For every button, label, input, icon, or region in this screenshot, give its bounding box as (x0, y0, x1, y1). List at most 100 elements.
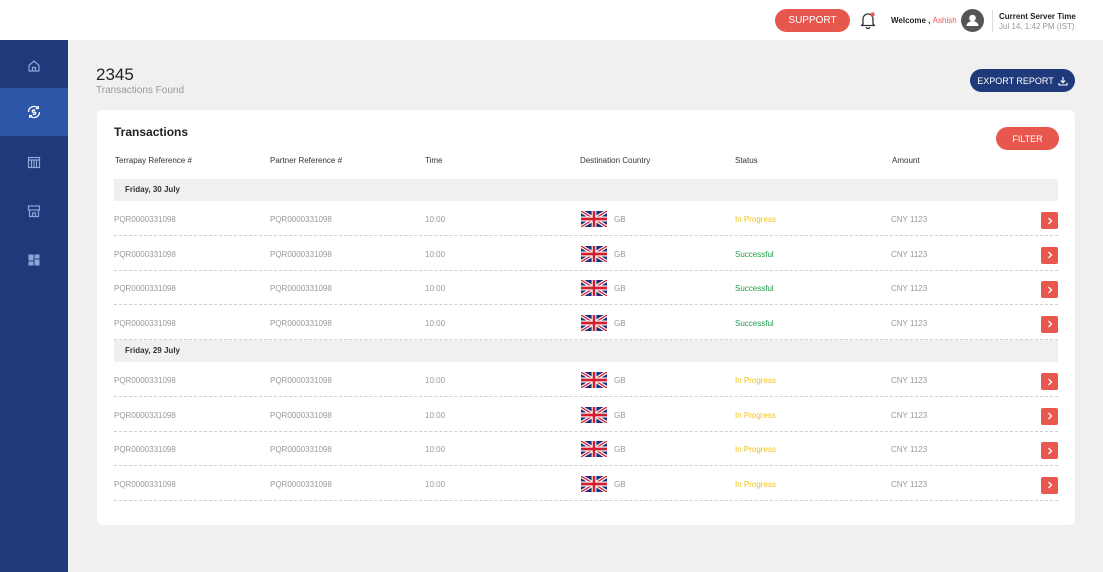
cell-country-code: GB (614, 376, 626, 385)
sidebar-item-transactions[interactable] (0, 88, 68, 136)
uk-flag-icon (581, 372, 607, 388)
dashboard-icon (28, 254, 40, 266)
transactions-card: Transactions FILTER Terrapay Reference #… (97, 110, 1075, 525)
divider (992, 10, 993, 32)
cell-country-code: GB (614, 410, 626, 420)
chevron-right-icon (1047, 447, 1052, 454)
cell-terrapay-ref: PQR0000331098 (114, 215, 176, 224)
status-badge: Successful (735, 284, 774, 293)
user-name: Ashish (932, 16, 957, 25)
uk-flag-icon (581, 211, 607, 227)
top-bar: SUPPORT Welcome , Ashish Current Server … (0, 0, 1103, 40)
column-header-terrapay-ref: Terrapay Reference # (115, 156, 192, 165)
card-title: Transactions (114, 125, 189, 139)
date-group-header: Friday, 30 July (114, 179, 1058, 201)
cell-time: 10:00 (425, 318, 446, 328)
row-details-button[interactable] (1041, 373, 1058, 390)
row-details-button[interactable] (1041, 442, 1058, 459)
chevron-right-icon (1047, 320, 1052, 328)
row-details-button[interactable] (1041, 407, 1058, 425)
cell-amount: CNY 1123 (891, 215, 928, 224)
status-badge: In Progress (735, 376, 776, 385)
support-button[interactable]: SUPPORT (775, 9, 850, 32)
row-details-button[interactable] (1041, 246, 1058, 264)
uk-flag-icon (581, 245, 607, 262)
status-badge: In Progress (735, 445, 776, 454)
cell-time: 10:00 (425, 479, 446, 489)
filter-button[interactable]: FILTER (996, 127, 1059, 150)
server-time-title: Current Server Time (999, 12, 1076, 21)
cell-time: 10:00 (425, 284, 446, 293)
table-row[interactable]: PQR0000331098 PQR0000331098 10:00 CNY 1123 … (114, 467, 1058, 501)
cell-terrapay-ref: PQR0000331098 (114, 479, 176, 489)
date-group-label: Friday, 29 July (125, 346, 180, 355)
cell-partner-ref: PQR0000331098 (270, 215, 332, 224)
cell-partner-ref: PQR0000331098 (270, 376, 332, 385)
cell-country-code: GB (614, 215, 626, 224)
cell-time: 10:00 (425, 215, 446, 224)
bank-icon (27, 156, 41, 169)
cell-amount: CNY 1123 (891, 284, 928, 293)
cell-time: 10:00 (425, 445, 446, 454)
row-details-button[interactable] (1041, 315, 1058, 333)
cell-terrapay-ref: PQR0000331098 (114, 318, 176, 328)
uk-flag-icon (581, 406, 607, 423)
table-row[interactable]: PQR0000331098 PQR0000331098 10:00 CNY 1123 … (114, 271, 1058, 305)
transactions-count: 2345 (96, 65, 134, 84)
date-group-header: Friday, 29 July (114, 340, 1058, 362)
column-header-destination-country: Destination Country (580, 156, 651, 165)
cell-terrapay-ref: PQR0000331098 (114, 445, 176, 454)
uk-flag-icon (581, 475, 607, 492)
cell-terrapay-ref: PQR0000331098 (114, 410, 176, 420)
store-icon (27, 205, 41, 218)
table-row[interactable]: PQR0000331098 PQR0000331098 10:00 CNY 1123 … (114, 432, 1058, 466)
status-badge: Successful (735, 318, 774, 328)
chevron-right-icon (1047, 217, 1052, 224)
row-details-button[interactable] (1041, 476, 1058, 494)
cell-time: 10:00 (425, 410, 446, 420)
table-row[interactable]: PQR0000331098 PQR0000331098 10:00 CNY 1123 … (114, 363, 1058, 397)
cell-country-code: GB (614, 318, 626, 328)
avatar[interactable] (961, 9, 984, 32)
chevron-right-icon (1047, 251, 1052, 259)
table-row[interactable]: PQR0000331098 PQR0000331098 10:00 CNY 1123 … (114, 202, 1058, 236)
cell-partner-ref: PQR0000331098 (270, 479, 332, 489)
cell-partner-ref: PQR0000331098 (270, 284, 332, 293)
cell-partner-ref: PQR0000331098 (270, 410, 332, 420)
sidebar (0, 40, 68, 572)
sidebar-item-store[interactable] (0, 187, 68, 235)
table-row[interactable]: PQR0000331098 PQR0000331098 10:00 CNY 1123 … (114, 237, 1058, 271)
chevron-right-icon (1047, 412, 1052, 420)
column-header-amount: Amount (892, 156, 920, 165)
table-row[interactable]: PQR0000331098 PQR0000331098 10:00 CNY 1123 … (114, 306, 1058, 340)
export-report-button[interactable]: EXPORT REPORT (970, 69, 1075, 92)
sidebar-item-home[interactable] (0, 42, 68, 90)
cell-amount: CNY 1123 (891, 318, 928, 328)
status-badge: In Progress (735, 215, 776, 224)
sidebar-item-bank[interactable] (0, 138, 68, 186)
chevron-right-icon (1047, 481, 1052, 489)
date-group-label: Friday, 30 July (125, 185, 180, 194)
cell-terrapay-ref: PQR0000331098 (114, 284, 176, 293)
uk-flag-icon (581, 314, 607, 331)
cell-amount: CNY 1123 (891, 249, 928, 259)
status-badge: Successful (735, 249, 774, 259)
user-icon (966, 14, 979, 26)
cell-partner-ref: PQR0000331098 (270, 445, 332, 454)
cell-country-code: GB (614, 445, 626, 454)
column-header-partner-ref: Partner Reference # (270, 156, 343, 165)
cell-country-code: GB (614, 284, 626, 293)
export-report-label: EXPORT REPORT (977, 75, 1054, 86)
cell-amount: CNY 1123 (891, 445, 928, 454)
table-row[interactable]: PQR0000331098 PQR0000331098 10:00 CNY 1123 … (114, 398, 1058, 432)
sidebar-item-dashboard[interactable] (0, 236, 68, 284)
row-details-button[interactable] (1041, 212, 1058, 229)
status-badge: In Progress (735, 410, 776, 420)
cell-partner-ref: PQR0000331098 (270, 318, 332, 328)
status-badge: In Progress (735, 479, 776, 489)
cell-amount: CNY 1123 (891, 376, 928, 385)
cell-country-code: GB (614, 479, 626, 489)
cell-amount: CNY 1123 (891, 410, 928, 420)
row-details-button[interactable] (1041, 281, 1058, 298)
bell-icon[interactable] (859, 11, 877, 30)
